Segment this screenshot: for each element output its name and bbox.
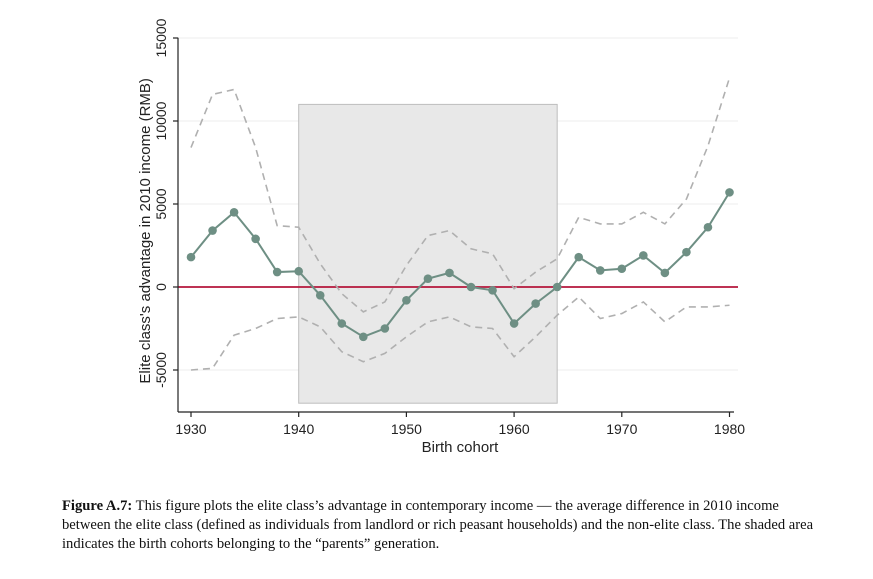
- y-tick-label: 5000: [153, 188, 169, 219]
- x-axis-title: Birth cohort: [422, 439, 500, 456]
- y-tick-label: 0: [153, 283, 169, 291]
- data-point: [423, 274, 433, 284]
- x-tick-label: 1960: [499, 421, 530, 437]
- data-point: [703, 222, 713, 232]
- x-tick-label: 1950: [391, 421, 422, 437]
- data-point: [682, 247, 691, 257]
- data-point: [660, 268, 670, 278]
- y-tick-label: 15000: [153, 18, 169, 57]
- parents-generation-shaded-area: [298, 103, 558, 404]
- data-point: [402, 295, 411, 305]
- x-tick-label: 1980: [714, 421, 745, 437]
- data-point: [445, 268, 454, 278]
- lower-ci-line: [190, 295, 730, 371]
- data-point: [466, 282, 476, 292]
- data-point: [574, 252, 584, 262]
- data-point: [359, 332, 368, 342]
- data-point: [337, 319, 347, 328]
- y-tick-label: -5000: [153, 352, 169, 388]
- chart: -5000 0 5000 10000 15000 1930 1940 1950 1960 197…: [137, 18, 745, 456]
- figure-label: Figure A.7:: [62, 498, 133, 514]
- x-tick-label: 1940: [283, 421, 314, 437]
- data-point: [531, 299, 540, 308]
- x-tick-label: 1930: [175, 421, 206, 437]
- data-point: [229, 208, 239, 217]
- data-point: [251, 234, 260, 244]
- data-points: [186, 188, 734, 342]
- data-point: [208, 226, 217, 235]
- data-point: [595, 266, 605, 275]
- x-tick-label: 1970: [606, 421, 637, 437]
- x-axis: 1930 1940 1950 1960 1970 1980: [175, 411, 745, 437]
- data-point: [639, 251, 648, 260]
- data-point: [725, 188, 734, 197]
- data-point: [552, 282, 562, 292]
- data-point: [294, 266, 304, 276]
- y-tick-label: 10000: [153, 101, 169, 140]
- figure-caption: Figure A.7: This figure plots the elite …: [62, 497, 822, 554]
- y-axis: -5000 0 5000 10000 15000: [153, 18, 179, 412]
- data-point: [488, 286, 497, 295]
- data-point: [380, 324, 390, 333]
- data-point: [617, 264, 627, 274]
- y-axis-title: Elite class's advantage in 2010 income (…: [137, 78, 154, 384]
- data-point: [186, 252, 196, 262]
- data-point: [315, 291, 325, 300]
- data-point: [272, 267, 282, 277]
- data-point: [509, 319, 519, 328]
- caption-text: This figure plots the elite class’s adva…: [62, 498, 814, 552]
